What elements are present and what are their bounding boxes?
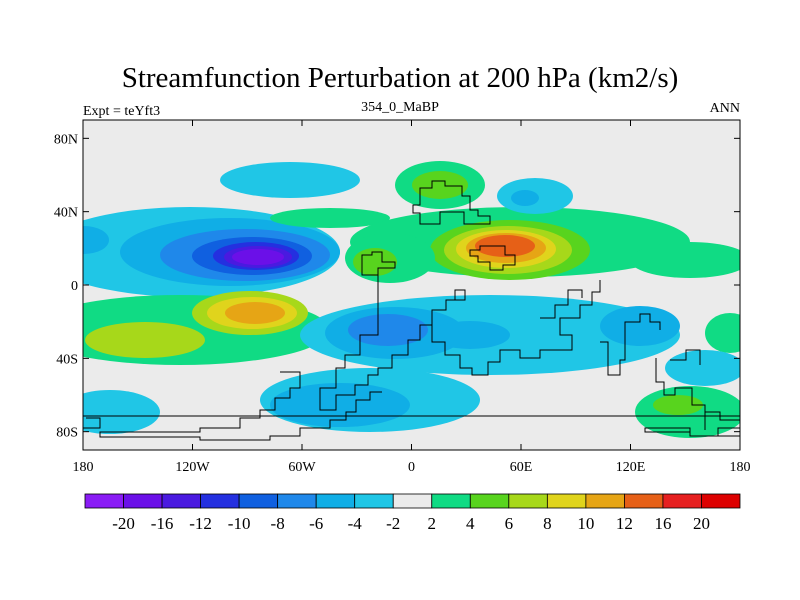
- x-tick-label: 60E: [510, 460, 533, 475]
- coastline-segment: [83, 415, 740, 429]
- colorbar-label: 16: [654, 514, 671, 533]
- plot-title: Streamfunction Perturbation at 200 hPa (…: [121, 62, 679, 94]
- y-tick-label: 0: [71, 279, 78, 294]
- x-tick-label: 120E: [616, 460, 646, 475]
- colorbar-swatch: [585, 493, 625, 509]
- colorbar-label: -20: [112, 514, 135, 533]
- contour-region: [225, 302, 285, 324]
- contour-fill: [83, 161, 740, 438]
- x-tick-label: 180: [730, 460, 751, 475]
- colorbar-label: 4: [466, 514, 475, 533]
- colorbar-label: 10: [577, 514, 594, 533]
- contour-region: [665, 350, 740, 386]
- colorbar-swatch: [84, 493, 124, 509]
- contour-region: [85, 322, 205, 358]
- colorbar-swatch: [315, 493, 356, 509]
- contour-region: [83, 226, 109, 254]
- x-tick-label: 60W: [288, 460, 316, 475]
- colorbar-label: 8: [543, 514, 552, 533]
- x-tick-label: 0: [408, 460, 415, 475]
- colorbar-swatch: [354, 493, 394, 509]
- y-axis: 80N 40N 0 40S 80S: [54, 132, 740, 441]
- colorbar-swatch: [662, 493, 702, 509]
- coastline-segment: [319, 275, 466, 411]
- colorbar-label: 20: [693, 514, 710, 533]
- y-tick-label: 40S: [56, 352, 78, 367]
- x-axis: 180 120W 60W 0 60E 120E 180: [73, 120, 751, 475]
- contour-region: [220, 162, 360, 198]
- y-tick-label: 80N: [54, 132, 78, 147]
- colorbar-swatch: [200, 493, 240, 509]
- coastline: [83, 180, 740, 441]
- map-panel: 180 120W 60W 0 60E 120E 180 80N 40N 0 40S 80S: [54, 119, 751, 475]
- x-tick-label: 120W: [175, 460, 210, 475]
- coastline-segment: [361, 251, 396, 276]
- colorbar-swatch: [508, 493, 548, 509]
- colorbar-swatch: [431, 493, 471, 509]
- coastline-segment: [469, 245, 516, 271]
- contour-region: [653, 395, 703, 415]
- colorbar: -20 -16 -12 -10 -8 -6 -4 -2 2 4 6 8 10 12 16 20: [84, 493, 741, 533]
- coastline-segment: [431, 280, 601, 376]
- colorbar-swatch: [546, 493, 587, 509]
- contour-region: [600, 306, 680, 346]
- contour-region: [705, 313, 740, 353]
- colorbar-swatch: [624, 493, 664, 509]
- colorbar-label: -12: [189, 514, 212, 533]
- colorbar-swatch: [161, 493, 201, 509]
- colorbar-label: -4: [348, 514, 363, 533]
- colorbar-label: -8: [271, 514, 285, 533]
- case-label: 354_0_MaBP: [361, 100, 439, 115]
- contour-region: [83, 390, 160, 434]
- colorbar-label: 6: [505, 514, 514, 533]
- colorbar-label: -2: [386, 514, 400, 533]
- contour-region: [430, 321, 510, 349]
- coastline-segment: [670, 349, 706, 430]
- contour-region: [348, 314, 428, 346]
- contour-region: [630, 242, 740, 278]
- colorbar-label: -16: [151, 514, 174, 533]
- y-tick-label: 40N: [54, 206, 78, 221]
- coastline-segment: [540, 289, 583, 319]
- y-tick-label: 80S: [56, 426, 78, 441]
- coastline-segment: [99, 371, 382, 441]
- experiment-label: Expt = teYft3: [83, 104, 161, 119]
- colorbar-label: 2: [428, 514, 437, 533]
- coastline-segment: [600, 313, 661, 376]
- period-label: ANN: [709, 101, 740, 116]
- colorbar-label: -6: [309, 514, 323, 533]
- contour-region: [270, 208, 390, 228]
- coastline-segment: [644, 358, 740, 437]
- colorbar-label: 12: [616, 514, 633, 533]
- colorbar-swatch: [469, 493, 510, 509]
- colorbar-label: -10: [228, 514, 251, 533]
- colorbar-swatch: [701, 493, 741, 509]
- x-tick-label: 180: [73, 460, 94, 475]
- colorbar-swatch: [277, 493, 317, 509]
- colorbar-swatch: [123, 493, 163, 509]
- colorbar-swatch: [238, 493, 279, 509]
- contour-region: [232, 249, 284, 265]
- coastline-segment: [412, 180, 491, 225]
- contour-region: [511, 190, 539, 206]
- contour-region: [412, 171, 468, 199]
- colorbar-swatch: [392, 493, 433, 509]
